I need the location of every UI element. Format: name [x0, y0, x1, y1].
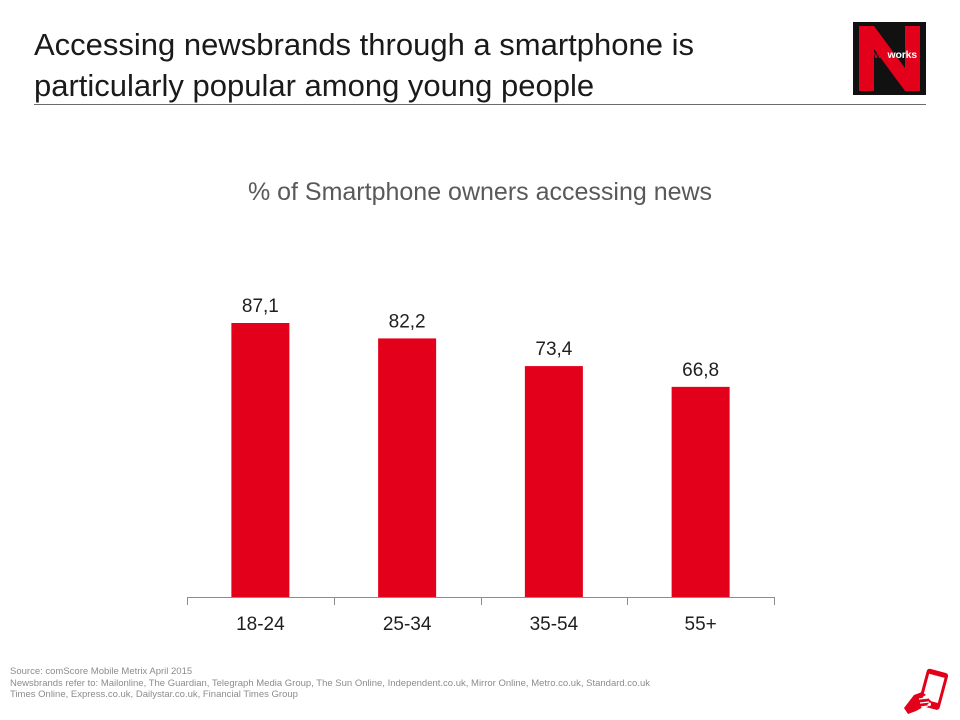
x-tick-label-25-34: 25-34	[383, 614, 432, 635]
data-label-35-54: 73,4	[535, 339, 572, 360]
logo-wordmark: newsworks	[853, 49, 926, 61]
logo-wordmark-news: news	[862, 49, 888, 61]
labels-group: 87,1 18-24 82,2 25-34 73,4 35-54 66,8 55+	[236, 296, 719, 635]
footer-notes: Source: comScore Mobile Metrix April 201…	[10, 666, 870, 701]
x-tick-label-55+: 55+	[685, 614, 717, 635]
chart-title: % of Smartphone owners accessing news	[247, 178, 713, 206]
source-note: Source: comScore Mobile Metrix April 201…	[10, 666, 193, 677]
newsbrands-note-line-2: Times Online, Express.co.uk, Dailystar.c…	[10, 689, 298, 700]
newsbrands-note-line-1: Newsbrands refer to: Mailonline, The Gua…	[10, 677, 651, 689]
x-axis	[187, 597, 775, 605]
newsworks-logo: newsworks	[853, 22, 926, 95]
hand-holding-phone-icon	[904, 668, 949, 714]
slide-title-line-2: particularly popular among young people	[34, 68, 595, 103]
x-tick-label-18-24: 18-24	[236, 614, 285, 635]
logo-wordmark-works: works	[887, 49, 918, 61]
slide-title-line-1: Accessing newsbrands through a smartphon…	[34, 27, 694, 62]
bar-35-54	[524, 366, 583, 597]
bars-group	[231, 323, 730, 597]
data-label-18-24: 87,1	[242, 296, 279, 317]
data-label-55+: 66,8	[682, 360, 719, 381]
x-tick-label-35-54: 35-54	[530, 614, 579, 635]
bar-25-34	[378, 338, 437, 597]
data-label-25-34: 82,2	[389, 311, 426, 332]
slide-title: Accessing newsbrands through a smartphon…	[34, 24, 834, 106]
bar-chart: 87,1 18-24 82,2 25-34 73,4 35-54 66,8 55+	[187, 296, 775, 635]
newsworks-n-logo-icon	[853, 22, 926, 95]
title-divider	[34, 104, 926, 105]
bar-55+	[671, 386, 730, 597]
bar-18-24	[231, 323, 290, 597]
